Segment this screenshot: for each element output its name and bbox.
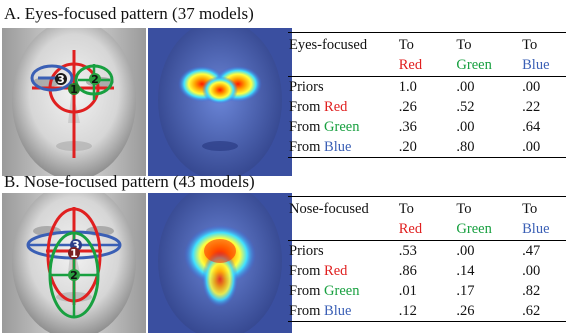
table-cell: .01 xyxy=(398,283,417,299)
row-label-from-green: From Green xyxy=(289,283,360,299)
row-label-from-red: From Red xyxy=(289,99,348,115)
table-cell: .00 xyxy=(456,79,475,95)
marker-3: 3 xyxy=(72,239,80,252)
face-image-nose-pattern: 3 1 2 xyxy=(2,193,146,333)
column-header-blue: Blue xyxy=(522,219,566,241)
row-label-from-green: From Green xyxy=(289,119,360,135)
to-label: To xyxy=(456,196,523,219)
table-cell: .20 xyxy=(398,137,457,158)
heatmap-eyes-pattern xyxy=(148,28,292,176)
to-label: To xyxy=(456,32,523,55)
table-cell: .00 xyxy=(522,263,541,279)
row-label-from-blue: From Blue xyxy=(288,301,399,322)
table-cell: .00 xyxy=(456,243,475,259)
table-row: From Red .26 .52 .22 xyxy=(288,97,566,117)
marker-1: 1 xyxy=(70,247,78,260)
column-header-red: Red xyxy=(398,55,457,77)
marker-2: 2 xyxy=(91,73,99,86)
table-cell: .00 xyxy=(522,137,566,158)
table-cell: .62 xyxy=(522,301,566,322)
row-label-from-blue: From Blue xyxy=(288,137,399,158)
to-label: To xyxy=(398,196,457,219)
column-header-green: Green xyxy=(456,219,523,241)
column-header-red: Red xyxy=(398,219,457,241)
table-cell: .82 xyxy=(522,283,541,299)
marker-2: 2 xyxy=(70,269,78,282)
table-cell: .86 xyxy=(398,263,417,279)
table-row: Priors 1.0 .00 .00 xyxy=(288,77,566,98)
marker-1: 1 xyxy=(70,83,78,96)
row-label-from-red: From Red xyxy=(289,263,348,279)
table-cell: .14 xyxy=(456,263,475,279)
table-cell: .00 xyxy=(456,119,475,135)
row-label-priors: Priors xyxy=(289,79,324,95)
table-cell: .52 xyxy=(456,99,475,115)
to-label: To xyxy=(522,32,566,55)
transition-table-eyes: Eyes-focused To To To Red Green Blue Pri… xyxy=(288,32,566,158)
table-cell: .53 xyxy=(398,243,417,259)
corner-label: Eyes-focused xyxy=(288,32,399,55)
table-cell: .22 xyxy=(522,99,541,115)
table-cell: .36 xyxy=(398,119,417,135)
section-b-title: B. Nose-focused pattern (43 models) xyxy=(4,172,255,191)
table-cell: .47 xyxy=(522,243,541,259)
table-cell: .26 xyxy=(456,301,523,322)
table-row: From Red .86 .14 .00 xyxy=(288,261,566,281)
heatmap-nose-pattern xyxy=(148,193,292,333)
column-header-green: Green xyxy=(456,55,523,77)
table-row: From Green .01 .17 .82 xyxy=(288,281,566,301)
table-cell: .12 xyxy=(398,301,457,322)
table-cell: .26 xyxy=(398,99,417,115)
table-row: From Green .36 .00 .64 xyxy=(288,117,566,137)
section-a-title: A. Eyes-focused pattern (37 models) xyxy=(4,4,254,23)
table-cell: .64 xyxy=(522,119,541,135)
corner-label: Nose-focused xyxy=(288,196,399,219)
table-cell: .17 xyxy=(456,283,475,299)
table-row: From Blue .12 .26 .62 xyxy=(288,301,566,322)
row-label-priors: Priors xyxy=(289,243,324,259)
face-image-eyes-pattern: 3 1 2 xyxy=(2,28,146,176)
table-cell: .80 xyxy=(456,137,523,158)
column-header-blue: Blue xyxy=(522,55,566,77)
table-cell: .00 xyxy=(522,79,541,95)
to-label: To xyxy=(398,32,457,55)
table-row: From Blue .20 .80 .00 xyxy=(288,137,566,158)
marker-3: 3 xyxy=(57,73,65,86)
table-cell: 1.0 xyxy=(398,79,417,95)
table-row: Priors .53 .00 .47 xyxy=(288,241,566,262)
transition-table-nose: Nose-focused To To To Red Green Blue Pri… xyxy=(288,196,566,322)
to-label: To xyxy=(522,196,566,219)
